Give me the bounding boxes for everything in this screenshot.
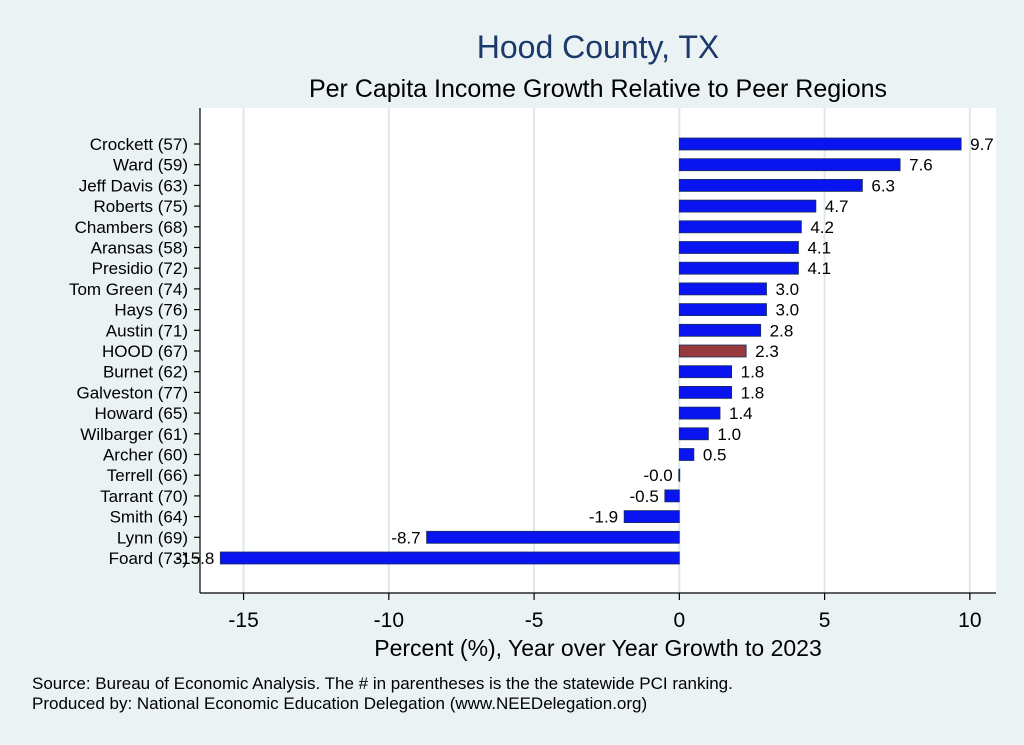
category-label: Tom Green (74) (69, 280, 188, 299)
category-label: Galveston (77) (77, 383, 189, 402)
value-label: -0.0 (643, 466, 672, 485)
value-label: -1.9 (589, 508, 618, 527)
value-label: 6.3 (871, 176, 895, 195)
value-label: 4.1 (807, 239, 831, 258)
category-label: Lynn (69) (117, 528, 188, 547)
bar (678, 241, 799, 254)
x-tick-label: 0 (673, 609, 685, 632)
value-label: 1.0 (717, 425, 741, 444)
value-label: 7.6 (909, 156, 933, 175)
plot-area (200, 108, 996, 593)
bar (678, 158, 901, 172)
bar (678, 448, 695, 461)
category-label: Howard (65) (94, 404, 188, 423)
bar (678, 199, 817, 213)
category-label: Smith (64) (110, 508, 188, 527)
value-label: 0.5 (703, 446, 727, 465)
category-label: Ward (59) (113, 156, 188, 175)
category-labels: Crockett (57) Ward (59)Jeff Davis (63) Rob… (69, 135, 188, 568)
bars (219, 137, 962, 565)
category-label: HOOD (67) (102, 342, 188, 361)
bar-highlight (678, 344, 747, 358)
bar (219, 551, 680, 565)
bar (678, 282, 767, 296)
category-label: Crockett (57) (90, 135, 188, 154)
bar (426, 530, 680, 544)
axes (194, 108, 996, 600)
x-tick-labels: -15 -10 -5 0 5 10 (228, 609, 981, 632)
bar (678, 303, 767, 317)
x-tick-label: -10 (374, 609, 404, 632)
category-label: Roberts (75) (94, 197, 188, 216)
x-axis-label: Percent (%), Year over Year Growth to 20… (374, 635, 822, 661)
bar (678, 406, 721, 420)
x-tick-label: 10 (958, 609, 981, 632)
bar (678, 427, 709, 441)
value-label: 4.1 (807, 259, 831, 278)
x-tick-label: -5 (525, 609, 544, 632)
value-label: 4.7 (825, 197, 849, 216)
category-label: Wilbarger (61) (80, 425, 188, 444)
bar (678, 385, 733, 399)
category-label: Terrell (66) (107, 466, 188, 485)
bar (678, 323, 762, 337)
category-label: Tarrant (70) (100, 487, 188, 506)
value-label: -0.5 (630, 487, 659, 506)
produced-by-note: Produced by: National Economic Education… (32, 694, 647, 713)
bar (678, 137, 962, 151)
category-label: Hays (76) (114, 301, 188, 320)
category-label: Austin (71) (106, 321, 188, 340)
bar (678, 468, 681, 482)
category-label: Foard (73) (109, 549, 188, 568)
chart-subtitle: Per Capita Income Growth Relative to Pee… (309, 75, 887, 103)
source-note: Source: Bureau of Economic Analysis. The… (32, 674, 733, 693)
category-label: Archer (60) (103, 446, 188, 465)
value-label: 9.7 (970, 135, 994, 154)
value-label: 2.3 (755, 342, 779, 361)
category-label: Presidio (72) (92, 259, 188, 278)
value-label: 1.8 (741, 383, 765, 402)
value-label: 4.2 (810, 218, 834, 237)
bar (678, 220, 802, 234)
value-label: 3.0 (775, 280, 799, 299)
bar (664, 489, 680, 503)
x-tick-label: 5 (819, 609, 831, 632)
value-label: 3.0 (775, 301, 799, 320)
value-labels: 9.77.66.34.74.24.14.13.03.02.82.31.81.81… (176, 135, 994, 568)
category-label: Burnet (62) (103, 363, 188, 382)
category-label: Jeff Davis (63) (79, 176, 188, 195)
value-label: -8.7 (391, 528, 420, 547)
bar (623, 510, 680, 524)
chart-title: Hood County, TX (477, 29, 720, 65)
value-label: 1.8 (741, 363, 765, 382)
bar (678, 365, 733, 379)
category-label: Aransas (58) (91, 239, 188, 258)
x-tick-label: -15 (228, 609, 258, 632)
bar (678, 178, 863, 192)
value-label: 1.4 (729, 404, 753, 423)
category-label: Chambers (68) (75, 218, 188, 237)
bar (678, 261, 799, 275)
value-label: 2.8 (770, 321, 794, 340)
